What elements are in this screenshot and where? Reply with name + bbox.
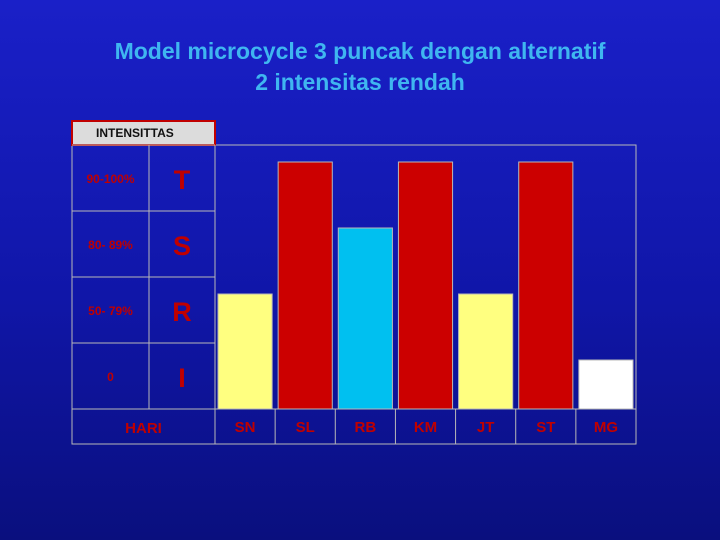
- bar-jt: [458, 293, 514, 410]
- bar-km: [397, 161, 454, 410]
- level-range-label: 50- 79%: [88, 304, 133, 318]
- bar-st: [518, 161, 574, 410]
- legend-header-box: [71, 120, 216, 146]
- level-code-label: T: [174, 165, 191, 195]
- bar-sl: [277, 161, 333, 410]
- level-code-label: I: [178, 363, 186, 393]
- title-line-1: Model microcycle 3 puncak dengan alterna…: [114, 38, 606, 64]
- chart-frame: [71, 144, 637, 445]
- x-tick-label: RB: [355, 419, 377, 436]
- level-code-label: S: [173, 231, 191, 261]
- bar-rb: [337, 227, 393, 410]
- level-range-label: 80- 89%: [88, 238, 133, 252]
- legend-header-text: INTENSITTAS: [96, 126, 174, 140]
- slide-title: Model microcycle 3 puncak dengan alterna…: [0, 36, 720, 98]
- level-range-label: 90-100%: [86, 172, 134, 186]
- level-range-label: 0: [107, 370, 114, 384]
- bar-sn: [217, 293, 273, 410]
- x-axis-label: HARI: [125, 420, 162, 437]
- bar-mg: [578, 359, 634, 410]
- level-code-label: R: [172, 297, 192, 327]
- x-tick-label: KM: [414, 419, 437, 436]
- x-tick-label: SN: [235, 419, 256, 436]
- x-tick-label: SL: [296, 419, 315, 436]
- x-tick-label: MG: [594, 419, 618, 436]
- title-line-2: 2 intensitas rendah: [255, 69, 465, 95]
- x-tick-label: JT: [477, 419, 495, 436]
- x-tick-label: ST: [536, 419, 555, 436]
